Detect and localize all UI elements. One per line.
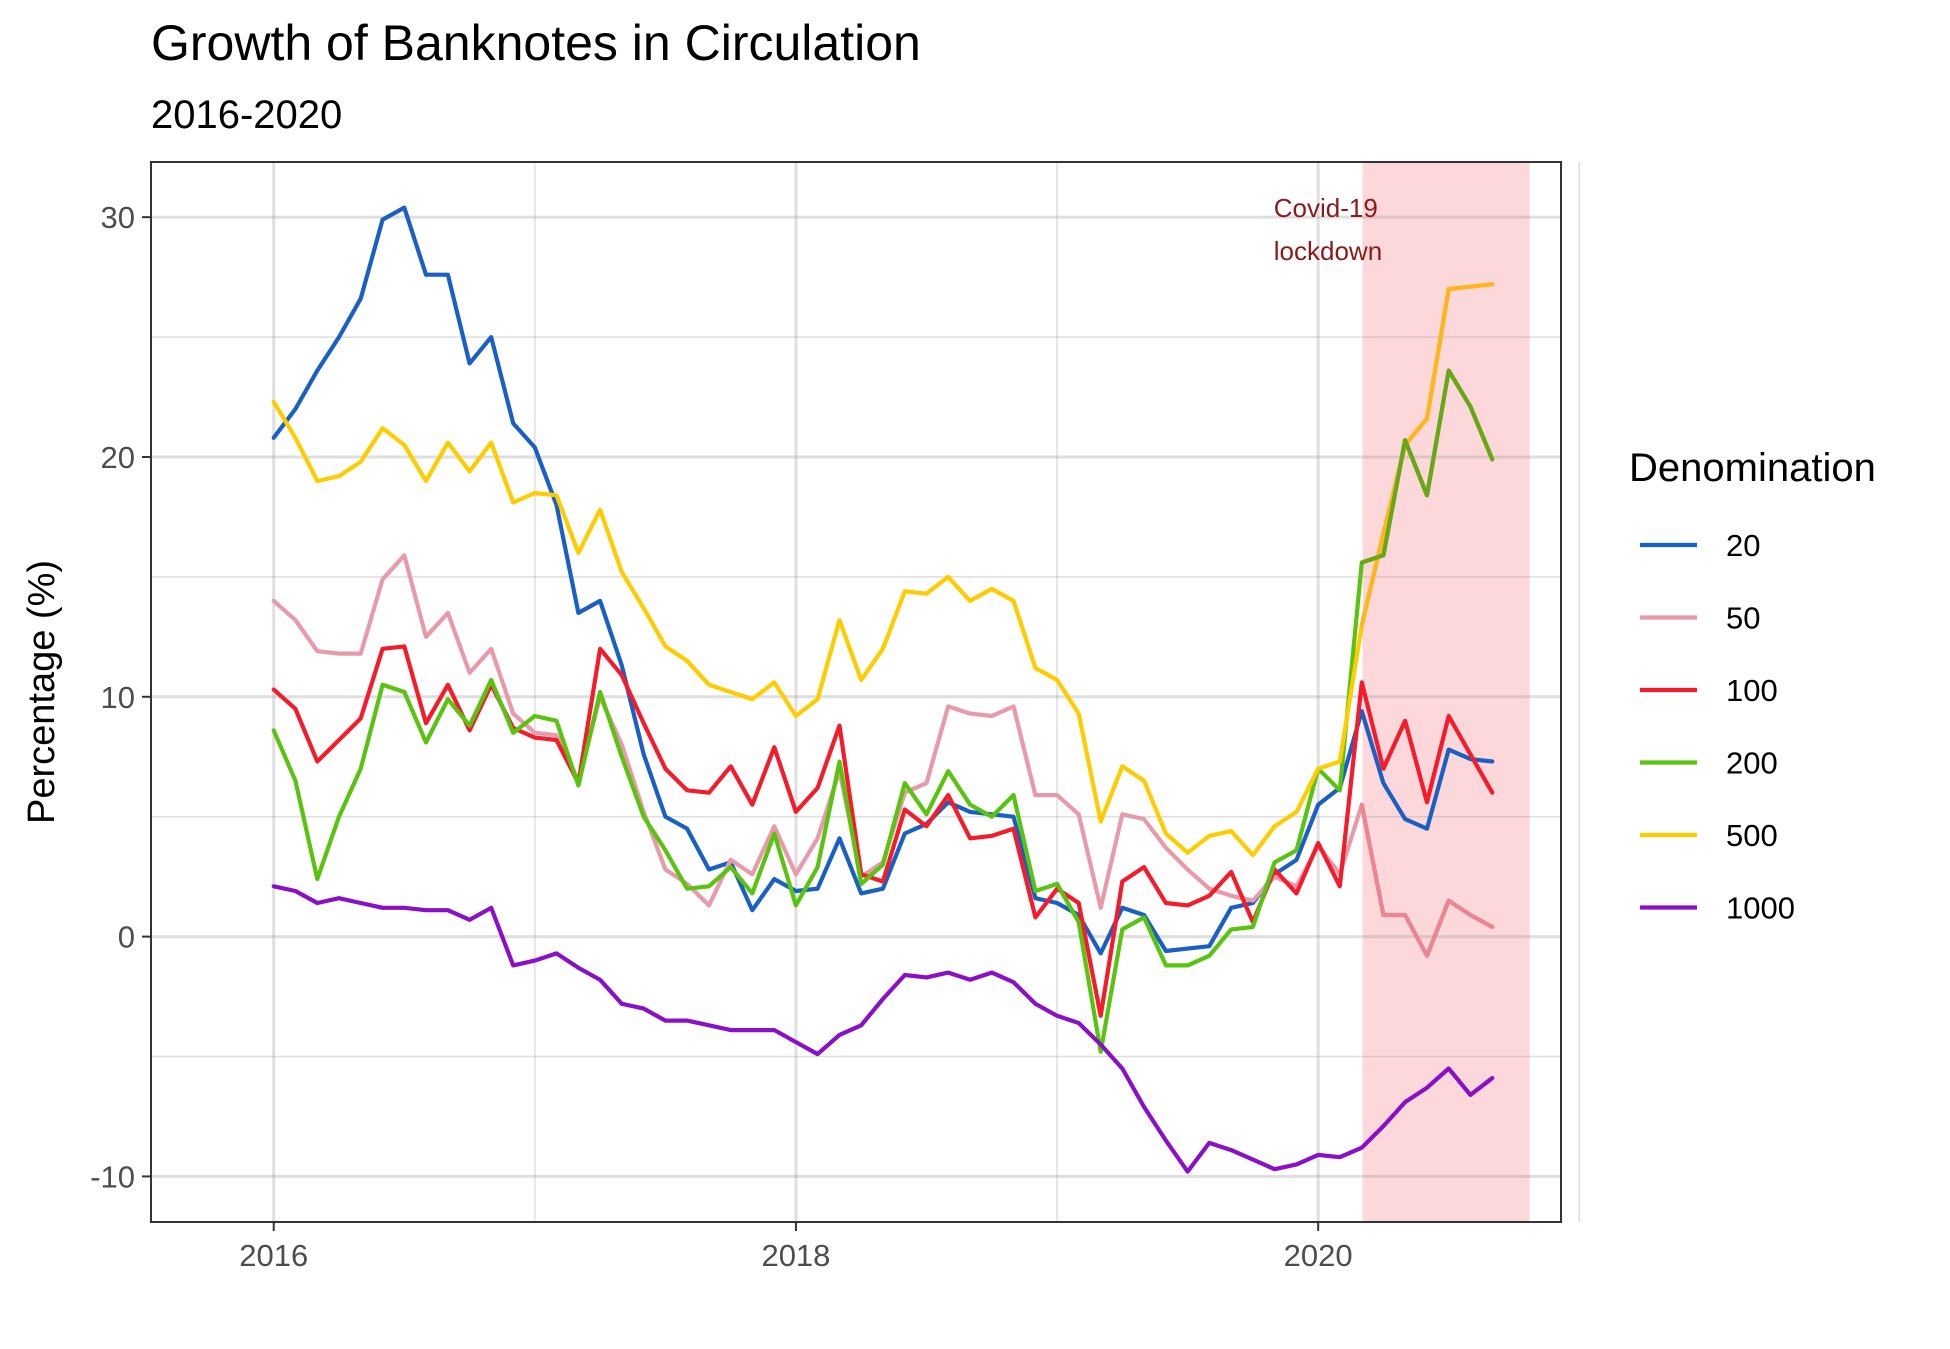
y-tick-label: -10	[90, 1159, 135, 1194]
legend-label-50: 50	[1726, 601, 1760, 636]
y-tick-label: 10	[101, 680, 135, 715]
y-axis: -10 0 10 20 30	[90, 200, 151, 1194]
legend-label-20: 20	[1726, 528, 1760, 563]
covid-annotation: Covid-19 lockdown	[1274, 193, 1382, 266]
series-line-500-highlight	[1359, 282, 1495, 627]
legend-label-100: 100	[1726, 673, 1778, 708]
lockdown-band-rect	[1362, 162, 1530, 1222]
series-line-200	[271, 368, 1495, 1054]
chart-title: Growth of Banknotes in Circulation	[151, 15, 921, 71]
x-tick-label: 2020	[1284, 1238, 1353, 1273]
x-tick-label: 2018	[761, 1238, 830, 1273]
series-lines	[271, 205, 1495, 1174]
legend-label-200: 200	[1726, 746, 1778, 781]
y-tick-label: 30	[101, 200, 135, 235]
series-line-200-highlight	[1359, 368, 1495, 565]
annotation-text: lockdown	[1274, 236, 1382, 266]
annotation-text: Covid-19	[1274, 193, 1378, 223]
panel-frame	[150, 161, 1562, 1223]
x-axis: 2016 2018 2020	[239, 1222, 1353, 1273]
legend-label-1000: 1000	[1726, 891, 1795, 926]
panel-border	[150, 161, 1562, 1223]
legend: Denomination 20 50 100 200 500 1000	[1629, 446, 1876, 926]
plot-background	[151, 162, 1561, 1222]
y-tick-label: 20	[101, 440, 135, 475]
legend-label-500: 500	[1726, 818, 1778, 853]
y-tick-label: 0	[118, 920, 135, 955]
x-tick-label: 2016	[239, 1238, 308, 1273]
highlight-overlay-lines	[1359, 282, 1495, 958]
covid-lockdown-band	[1362, 162, 1530, 1222]
legend-title: Denomination	[1629, 446, 1876, 490]
series-line-500	[271, 282, 1495, 858]
y-axis-title: Percentage (%)	[21, 560, 63, 824]
series-line-1000	[271, 884, 1495, 1174]
series-line-50-highlight	[1359, 802, 1495, 958]
series-line-20	[271, 205, 1495, 956]
chart-subtitle: 2016-2020	[151, 93, 342, 137]
plot-area	[151, 162, 1561, 1222]
